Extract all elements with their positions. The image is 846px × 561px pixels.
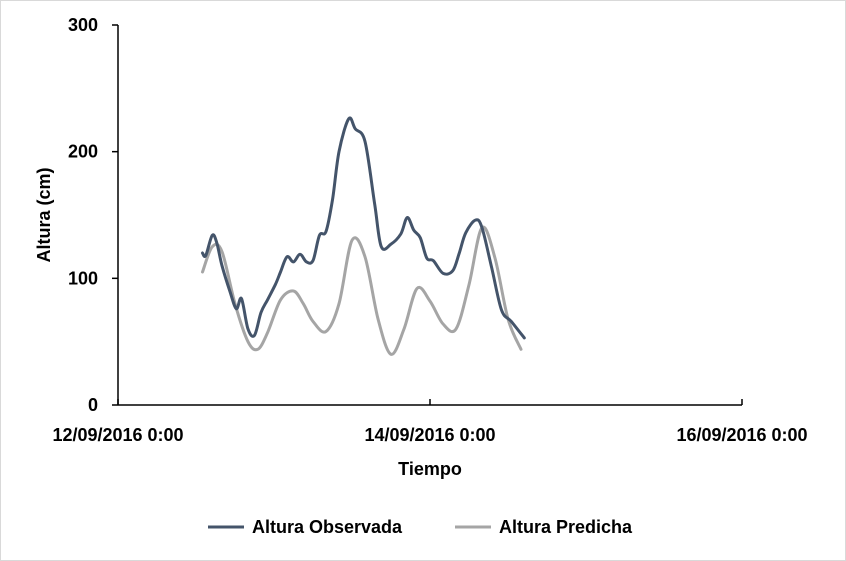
y-tick-label: 0 [88,395,98,415]
x-axis-title: Tiempo [398,459,462,479]
x-tick-label: 16/09/2016 0:00 [676,425,807,445]
legend-label: Altura Predicha [499,517,633,537]
axes [112,24,743,406]
y-tick-label: 200 [68,142,98,162]
tick-labels: 0 100 200 300 12/09/2016 0:00 14/09/2016 0:00… [52,15,807,445]
y-tick-label: 300 [68,15,98,35]
legend: Altura Observada Altura Predicha [208,517,633,537]
y-tick-label: 100 [68,268,98,288]
series-line-altura-observada [201,116,526,340]
x-tick-label: 14/09/2016 0:00 [364,425,495,445]
series-line-altura-predicha [201,225,523,356]
legend-label: Altura Observada [252,517,403,537]
y-axis-title: Altura (cm) [34,167,54,262]
x-tick-label: 12/09/2016 0:00 [52,425,183,445]
series-lines [201,116,526,356]
